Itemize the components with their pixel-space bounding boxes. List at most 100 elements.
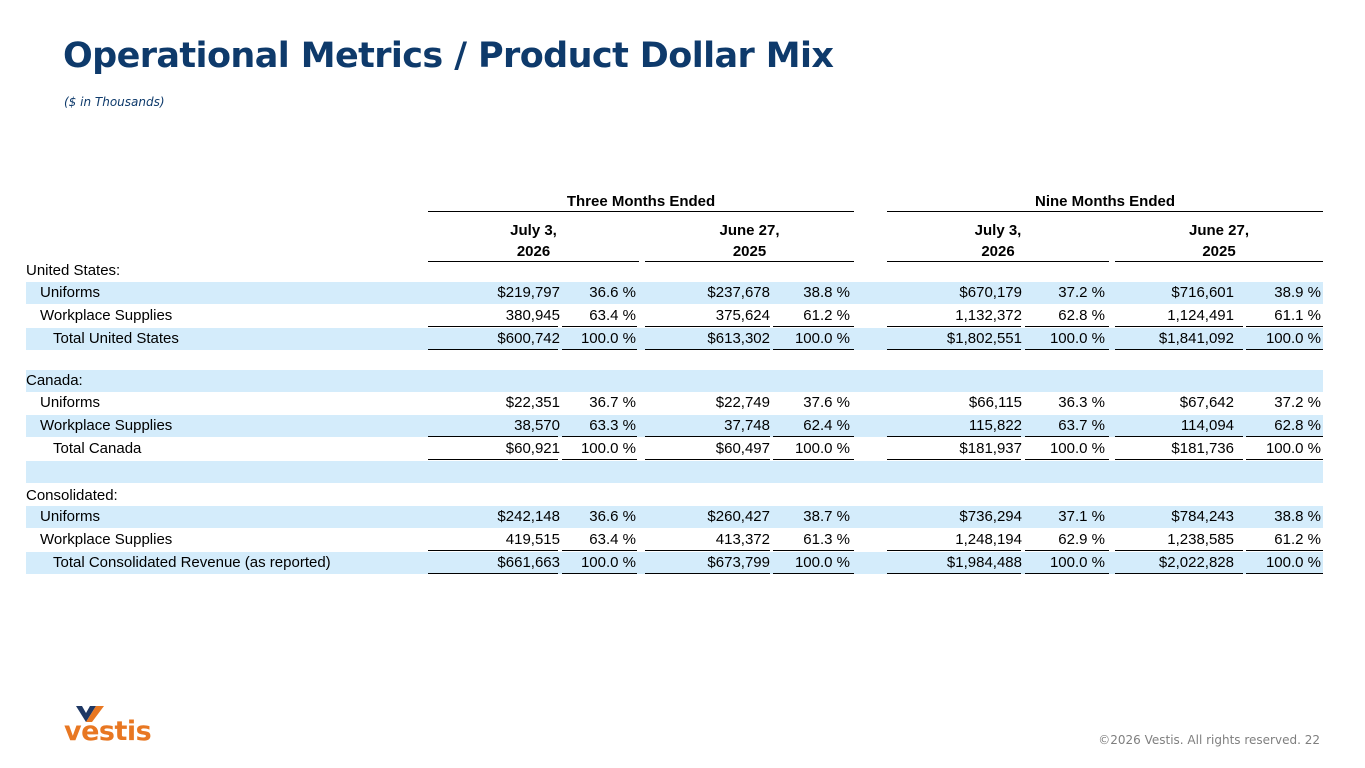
percent-cell: 37.2 % (1274, 394, 1321, 411)
total-underline (887, 573, 1021, 574)
total-underline (1115, 573, 1243, 574)
percent-cell (1251, 260, 1321, 282)
amount-cell: 115,822 (968, 417, 1022, 434)
header-divider (887, 261, 1109, 262)
total-underline (773, 349, 854, 350)
amount-cell: $661,663 (497, 554, 560, 571)
total-underline (645, 573, 770, 574)
table-row: Workplace Supplies 419,515 63.4 % 413,372 61… (26, 529, 1323, 551)
amount-cell (882, 485, 1022, 507)
total-underline (562, 573, 637, 574)
amount-cell: $181,736 (1171, 440, 1234, 457)
amount-cell: 1,132,372 (955, 307, 1022, 324)
amount-cell: 413,372 (715, 531, 770, 548)
amount-cell (1094, 461, 1234, 483)
column-header-year-line: 2025 (732, 243, 767, 260)
table-row: Uniforms $242,148 36.6 % $260,427 38.7 % $736… (26, 506, 1323, 528)
amount-cell: 380,945 (505, 307, 560, 324)
total-underline (428, 573, 558, 574)
header-divider (428, 261, 639, 262)
percent-cell (780, 370, 850, 392)
percent-cell: 36.6 % (589, 284, 636, 301)
percent-cell: 100.0 % (1049, 330, 1105, 347)
column-header-date-line: July 3, (510, 222, 557, 239)
page-subtitle: ($ in Thousands) (64, 95, 165, 109)
column-header-date-line: July 3, (974, 222, 1022, 239)
percent-cell: 62.4 % (803, 417, 850, 434)
total-underline (1115, 326, 1243, 327)
row-label: Workplace Supplies (40, 417, 173, 434)
amount-cell: $1,802,551 (946, 330, 1022, 347)
total-underline (1115, 349, 1243, 350)
percent-cell: 37.6 % (803, 394, 850, 411)
amount-cell: $600,742 (497, 330, 560, 347)
row-label: Uniforms (40, 508, 101, 525)
row-label: Total United States (53, 330, 179, 347)
percent-cell: 36.6 % (589, 508, 636, 525)
total-underline (887, 349, 1021, 350)
total-underline (773, 436, 854, 437)
percent-cell (566, 461, 636, 483)
percent-cell: 61.3 % (803, 531, 850, 548)
amount-cell (882, 461, 1022, 483)
row-label: Total Consolidated Revenue (as reported) (53, 554, 331, 571)
percent-cell (1251, 461, 1321, 483)
amount-cell: $2,022,828 (1158, 554, 1234, 571)
total-underline (645, 349, 770, 350)
column-header-date: June 27, 2025 (1115, 220, 1323, 262)
row-label: Uniforms (40, 394, 101, 411)
percent-cell: 62.9 % (1058, 531, 1105, 548)
total-underline (1025, 436, 1109, 437)
total-underline (645, 436, 770, 437)
percent-cell: 37.1 % (1058, 508, 1105, 525)
percent-cell: 36.7 % (589, 394, 636, 411)
amount-cell (430, 485, 560, 507)
header-divider (645, 261, 854, 262)
column-header-date-line: June 27, (719, 222, 780, 239)
amount-cell: $784,243 (1171, 508, 1234, 525)
amount-cell (1094, 485, 1234, 507)
amount-cell (430, 370, 560, 392)
percent-cell: 100.0 % (794, 440, 850, 457)
amount-cell (640, 485, 770, 507)
amount-cell: 38,570 (514, 417, 560, 434)
amount-cell: $219,797 (497, 284, 560, 301)
total-underline (645, 459, 770, 460)
percent-cell: 100.0 % (1049, 554, 1105, 571)
row-label: Workplace Supplies (40, 307, 173, 324)
amount-cell (1094, 260, 1234, 282)
amount-cell (1094, 370, 1234, 392)
amount-cell: $67,642 (1179, 394, 1234, 411)
percent-cell: 100.0 % (580, 554, 636, 571)
amount-cell: 419,515 (505, 531, 560, 548)
total-underline (428, 550, 558, 551)
header-three-months: Three Months Ended (566, 193, 716, 210)
total-underline (773, 573, 854, 574)
total-underline (562, 326, 637, 327)
table-row: Total Canada $60,921 100.0 % $60,497 100.0 %… (26, 438, 1323, 460)
total-underline (1115, 550, 1243, 551)
percent-cell (1251, 370, 1321, 392)
percent-cell: 100.0 % (1265, 330, 1321, 347)
percent-cell: 37.2 % (1058, 284, 1105, 301)
column-header-year-line: 2025 (1202, 243, 1236, 260)
total-underline (1025, 459, 1109, 460)
total-underline (645, 326, 770, 327)
total-underline (1115, 436, 1243, 437)
amount-cell: $716,601 (1171, 284, 1234, 301)
table-row: Canada: (26, 370, 1323, 392)
total-underline (887, 326, 1021, 327)
percent-cell: 38.7 % (803, 508, 850, 525)
table-row: Total Consolidated Revenue (as reported)… (26, 552, 1323, 574)
total-underline (1115, 459, 1243, 460)
amount-cell: $1,841,092 (1158, 330, 1234, 347)
total-underline (773, 326, 854, 327)
amount-cell: 114,094 (1180, 417, 1234, 434)
percent-cell: 38.8 % (1274, 508, 1321, 525)
amount-cell: $22,749 (715, 394, 770, 411)
amount-cell: $22,351 (505, 394, 560, 411)
percent-cell: 63.4 % (589, 531, 636, 548)
percent-cell: 100.0 % (580, 440, 636, 457)
amount-cell: $670,179 (959, 284, 1022, 301)
total-underline (428, 326, 558, 327)
